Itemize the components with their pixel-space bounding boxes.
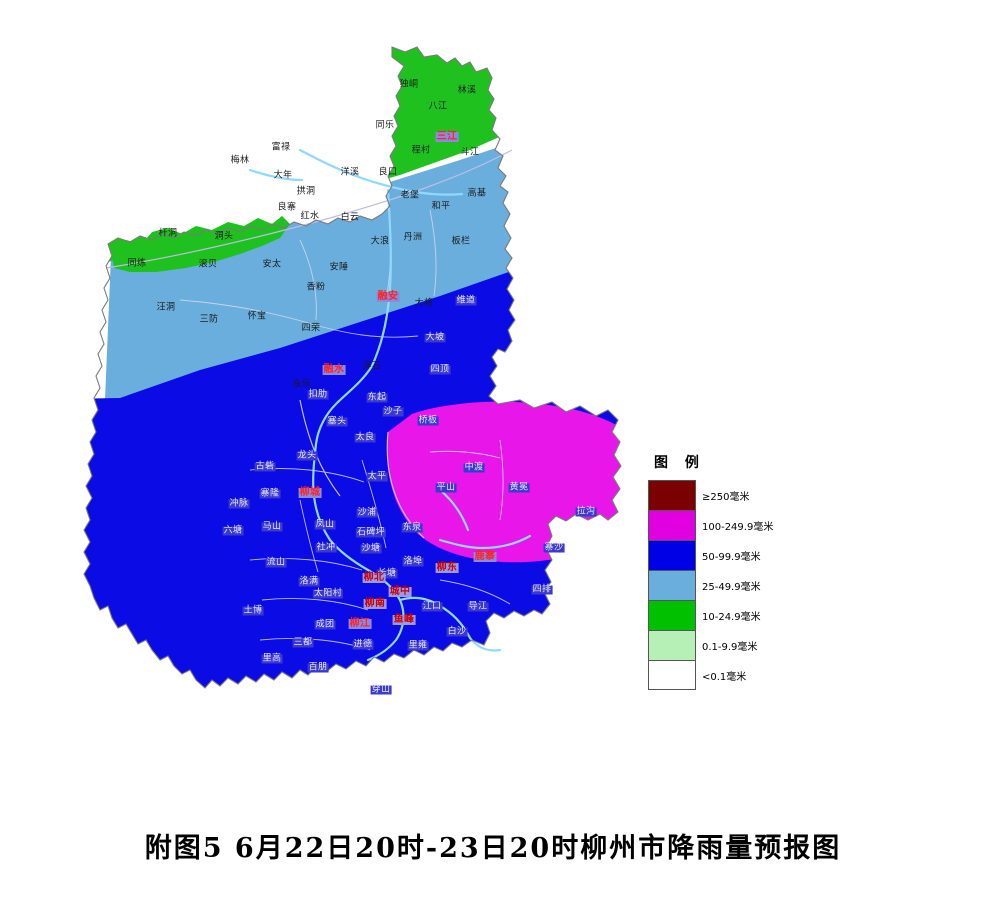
legend-row: 50-99.9毫米: [648, 540, 778, 570]
legend-swatch: [648, 660, 696, 690]
legend-title: 图 例: [654, 455, 705, 471]
city-outline: [83, 46, 622, 689]
legend-label: ≥250毫米: [702, 491, 750, 503]
legend-label: 50-99.9毫米: [702, 551, 761, 563]
legend-swatch: [648, 600, 696, 630]
legend-row: ≥250毫米: [648, 480, 778, 510]
legend-row: 25-49.9毫米: [648, 570, 778, 600]
rainfall-forecast-map: 独峒 林溪 八江 同乐 程村 斗江 富禄 梅林 大年 洋溪 良口 拱洞 老堡 高基 和平 良寨 红水 白云 杆洞 洞头…: [0, 0, 660, 780]
map-svg: [0, 0, 660, 780]
figure-caption: 附图5 6月22日20时-23日20时柳州市降雨量预报图: [144, 833, 842, 864]
legend-swatch: [648, 540, 696, 570]
legend-label: 100-249.9毫米: [702, 521, 774, 533]
legend-label: 0.1-9.9毫米: [702, 641, 758, 653]
outside-city-mask: [0, 0, 660, 780]
legend-swatch: [648, 480, 696, 510]
legend-swatch: [648, 570, 696, 600]
legend-row: <0.1毫米: [648, 660, 778, 690]
legend-rows: ≥250毫米 100-249.9毫米 50-99.9毫米 25-49.9毫米 10-24…: [648, 480, 778, 690]
legend-label: 25-49.9毫米: [702, 581, 761, 593]
legend-swatch: [648, 630, 696, 660]
legend: 图 例 ≥250毫米 100-249.9毫米 50-99.9毫米 25-49.9毫米 1…: [648, 452, 778, 690]
legend-label: <0.1毫米: [702, 671, 747, 683]
township-boundaries: [179, 199, 511, 651]
legend-row: 100-249.9毫米: [648, 510, 778, 540]
legend-row: 0.1-9.9毫米: [648, 630, 778, 660]
legend-row: 10-24.9毫米: [648, 600, 778, 630]
legend-swatch: [648, 510, 696, 540]
legend-label: 10-24.9毫米: [702, 611, 761, 623]
northwest-limb: [112, 216, 290, 272]
